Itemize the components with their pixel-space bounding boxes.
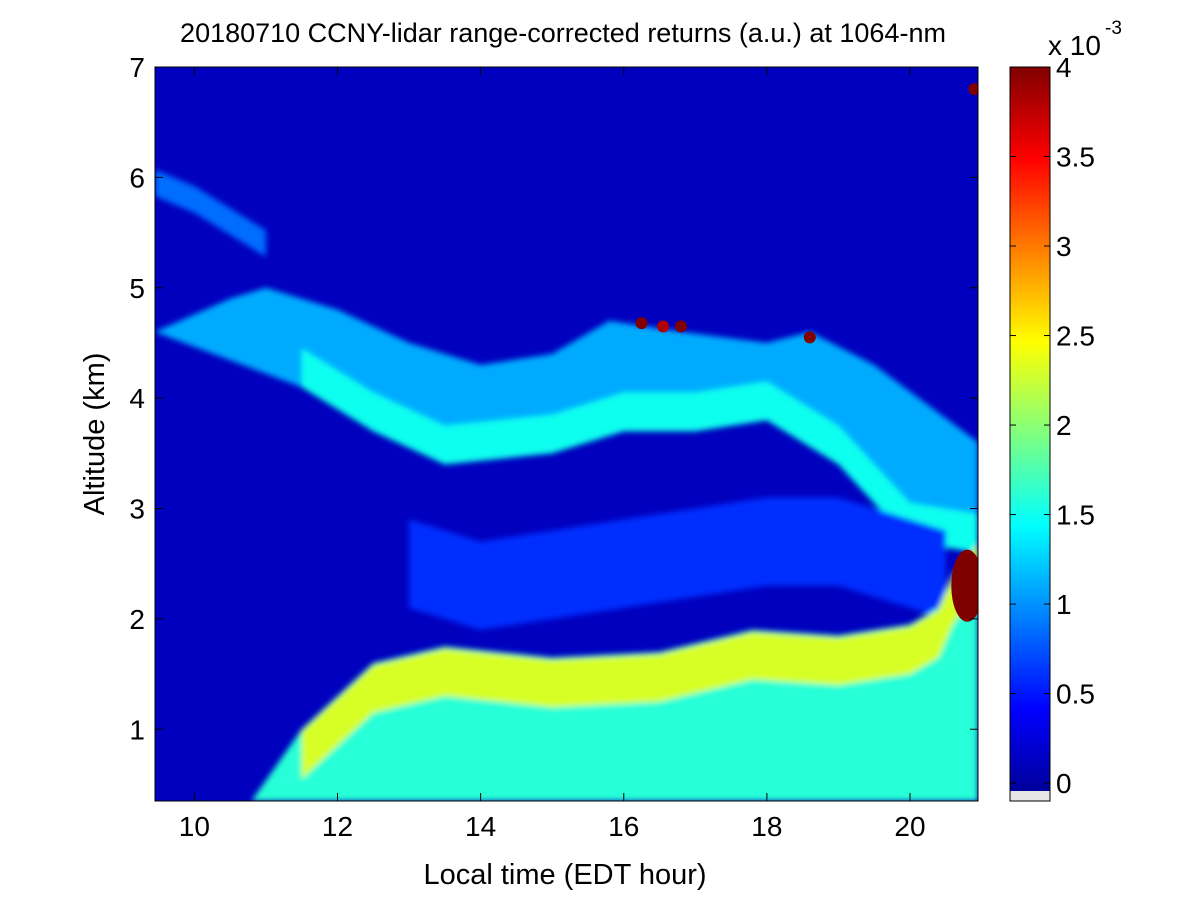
x-axis-ticks: 10 12 14 16 18 20 xyxy=(179,67,926,842)
y-tick-label: 3 xyxy=(129,494,145,525)
y-tick-label: 5 xyxy=(129,273,145,304)
colorbar-tick-label: 0.5 xyxy=(1056,679,1095,710)
colorbar: 0 0.5 1 1.5 2 2.5 3 3.5 4 x 10 -3 xyxy=(1009,18,1122,802)
cloud-feature xyxy=(968,83,978,96)
colorbar-tick-label: 2 xyxy=(1056,410,1072,441)
boundary-layer-top-band xyxy=(301,543,978,779)
colorbar-frame xyxy=(1009,66,1051,802)
plot-frame xyxy=(154,66,979,802)
x-tick-label: 10 xyxy=(179,811,210,842)
x-axis-label: Local time (EDT hour) xyxy=(423,859,706,891)
colorbar-gradient xyxy=(1010,67,1050,801)
colorbar-tick-label: 1.5 xyxy=(1056,500,1095,531)
colorbar-tick-label: 3.5 xyxy=(1056,142,1095,173)
y-tick-label: 1 xyxy=(129,714,145,745)
x-tick-label: 12 xyxy=(322,811,353,842)
cloud-feature xyxy=(803,331,816,344)
chart-title: 20180710 CCNY-lidar range-corrected retu… xyxy=(180,18,946,48)
colorbar-exponent-base: x 10 xyxy=(1048,30,1101,61)
lower-residual-layer xyxy=(409,497,946,630)
cloud-feature xyxy=(635,317,648,330)
residual-filament-layer xyxy=(155,169,266,257)
y-axis-ticks: 1 2 3 4 5 6 7 xyxy=(129,52,978,745)
x-tick-label: 14 xyxy=(465,811,496,842)
x-tick-label: 16 xyxy=(608,811,639,842)
y-tick-label: 6 xyxy=(129,162,145,193)
y-tick-label: 2 xyxy=(129,604,145,635)
heatmap-layers xyxy=(155,169,978,801)
x-tick-label: 18 xyxy=(751,811,782,842)
colorbar-exponent-power: -3 xyxy=(1105,18,1122,39)
colorbar-tick-label: 0 xyxy=(1056,768,1072,799)
colorbar-tick-label: 1 xyxy=(1056,589,1072,620)
colorbar-undercolor xyxy=(1010,791,1050,801)
y-tick-label: 7 xyxy=(129,52,145,83)
x-tick-label: 20 xyxy=(894,811,925,842)
cloud-feature xyxy=(951,549,978,622)
cloud-features xyxy=(635,83,978,622)
y-tick-label: 4 xyxy=(129,383,145,414)
colorbar-ticks: 0 0.5 1 1.5 2 2.5 3 3.5 4 xyxy=(1010,52,1095,799)
colorbar-tick-label: 4 xyxy=(1056,52,1072,83)
colorbar-tick-label: 3 xyxy=(1056,231,1072,262)
cloud-feature xyxy=(675,320,687,333)
y-axis-label: Altitude (km) xyxy=(79,353,111,516)
colorbar-tick-label: 2.5 xyxy=(1056,321,1095,352)
cloud-feature xyxy=(657,320,670,333)
